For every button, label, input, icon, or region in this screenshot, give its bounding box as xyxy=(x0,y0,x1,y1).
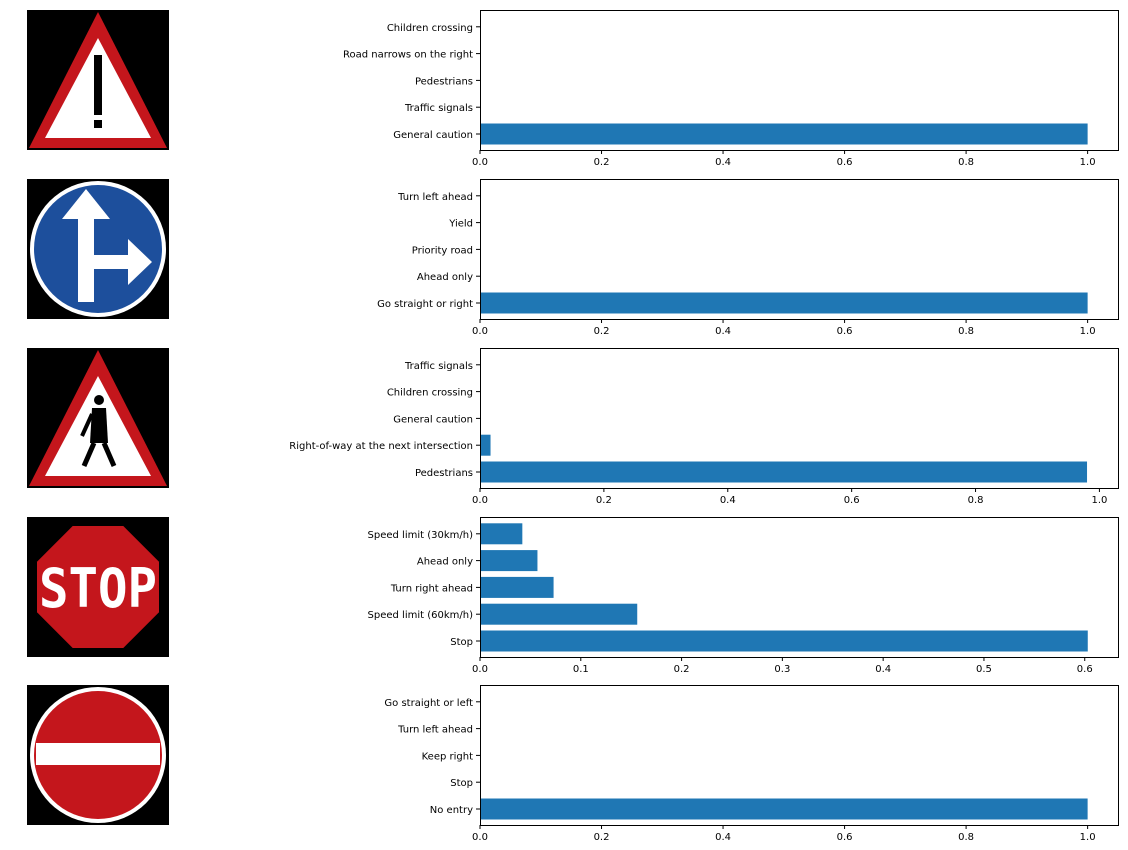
chart-panel: Pedestrians Right-of-way at the next inte… xyxy=(289,348,1119,506)
x-tick-label: 0.2 xyxy=(594,832,610,843)
x-tick-label: 0.8 xyxy=(958,157,974,168)
bar xyxy=(480,603,638,625)
bar xyxy=(480,434,491,456)
y-tick-label: Pedestrians xyxy=(415,468,473,479)
bar xyxy=(480,798,1088,820)
bar xyxy=(480,550,538,572)
pedestrians-sign xyxy=(27,348,169,488)
x-tick-label: 0.0 xyxy=(472,326,488,337)
stop-sign: STOP xyxy=(27,517,169,657)
x-tick-label: 0.0 xyxy=(472,832,488,843)
x-tick-label: 0.0 xyxy=(472,495,488,506)
x-tick-label: 1.0 xyxy=(1080,832,1096,843)
bar xyxy=(480,292,1088,314)
x-tick-label: 0.6 xyxy=(1077,664,1093,675)
x-tick-label: 0.6 xyxy=(844,495,860,506)
axes-frame xyxy=(480,179,1119,320)
y-tick-label: Children crossing xyxy=(387,388,473,399)
no-entry-sign xyxy=(27,685,169,825)
x-tick-label: 1.0 xyxy=(1080,157,1096,168)
stop-sign-lettering: STOP xyxy=(39,557,157,620)
y-tick-label: Keep right xyxy=(422,751,473,762)
x-tick-label: 0.0 xyxy=(472,664,488,675)
chart-panel: Stop Speed limit (60km/h) Turn right ahead… xyxy=(368,517,1119,675)
x-tick-label: 0.4 xyxy=(875,664,891,675)
bar xyxy=(480,123,1088,145)
y-tick-label: Go straight or left xyxy=(384,698,473,709)
y-tick-label: Children crossing xyxy=(387,23,473,34)
x-tick-label: 0.3 xyxy=(774,664,790,675)
y-tick-label: Traffic signals xyxy=(404,361,473,372)
bar xyxy=(480,630,1088,652)
y-tick-label: Stop xyxy=(450,778,473,789)
x-tick-label: 0.8 xyxy=(958,326,974,337)
go-straight-or-right-sign xyxy=(27,179,169,319)
y-tick-label: Pedestrians xyxy=(415,76,473,87)
x-tick-label: 0.4 xyxy=(715,832,731,843)
y-tick-label: Ahead only xyxy=(417,557,473,568)
y-tick-label: Yield xyxy=(448,219,473,230)
axes-frame xyxy=(480,10,1119,151)
x-tick-label: 0.4 xyxy=(720,495,736,506)
bar xyxy=(480,523,523,545)
chart-panel: Go straight or right Ahead only Priority r… xyxy=(377,179,1119,337)
y-tick-label: General caution xyxy=(393,414,473,425)
general-caution-sign xyxy=(27,10,169,150)
sign-images: STOP xyxy=(27,10,169,825)
bar xyxy=(480,576,554,598)
y-tick-label: No entry xyxy=(430,805,473,816)
x-tick-label: 0.2 xyxy=(594,157,610,168)
y-tick-label: Turn right ahead xyxy=(390,583,473,594)
y-tick-label: General caution xyxy=(393,130,473,141)
y-tick-label: Turn left ahead xyxy=(397,192,473,203)
x-tick-label: 0.6 xyxy=(837,326,853,337)
y-tick-label: Traffic signals xyxy=(404,103,473,114)
axes-frame xyxy=(480,685,1119,826)
y-tick-label: Speed limit (60km/h) xyxy=(368,610,474,621)
chart-panel: No entry Stop Keep right Turn left ahead Go … xyxy=(384,685,1119,843)
bar xyxy=(480,461,1088,483)
y-tick-label: Stop xyxy=(450,637,473,648)
x-tick-label: 0.5 xyxy=(976,664,992,675)
y-tick-label: Road narrows on the right xyxy=(343,50,473,61)
x-tick-label: 0.6 xyxy=(837,832,853,843)
x-tick-label: 0.2 xyxy=(596,495,612,506)
x-tick-label: 0.4 xyxy=(715,326,731,337)
x-tick-label: 0.1 xyxy=(573,664,589,675)
x-tick-label: 1.0 xyxy=(1091,495,1107,506)
y-tick-label: Ahead only xyxy=(417,272,473,283)
x-tick-label: 0.6 xyxy=(837,157,853,168)
x-tick-label: 0.2 xyxy=(674,664,690,675)
chart-panel: General caution Traffic signals Pedestrian… xyxy=(343,10,1119,168)
y-tick-label: Priority road xyxy=(412,245,473,256)
y-tick-label: Go straight or right xyxy=(377,299,473,310)
x-tick-label: 1.0 xyxy=(1080,326,1096,337)
y-tick-label: Speed limit (30km/h) xyxy=(368,530,474,541)
y-tick-label: Right-of-way at the next intersection xyxy=(289,441,473,452)
x-tick-label: 0.8 xyxy=(958,832,974,843)
x-tick-label: 0.4 xyxy=(715,157,731,168)
x-tick-label: 0.8 xyxy=(968,495,984,506)
x-tick-label: 0.0 xyxy=(472,157,488,168)
axes-frame xyxy=(480,348,1119,489)
y-tick-label: Turn left ahead xyxy=(397,725,473,736)
axes-frame xyxy=(480,517,1119,658)
x-tick-label: 0.2 xyxy=(594,326,610,337)
